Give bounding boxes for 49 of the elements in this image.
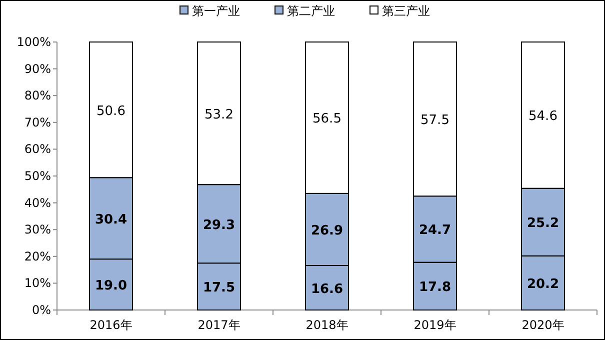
bar <box>521 42 565 189</box>
bar <box>305 265 349 310</box>
data-label: 30.4 <box>94 212 128 228</box>
y-tick-label: 40% <box>24 196 51 210</box>
y-tick-label: 10% <box>24 276 51 290</box>
bar <box>521 255 565 310</box>
legend-label: 第一产业 <box>192 4 240 18</box>
legend-label: 第二产业 <box>287 4 335 18</box>
y-tick-label: 80% <box>24 88 51 103</box>
data-label: 53.2 <box>204 107 234 122</box>
data-label: 17.8 <box>418 280 452 296</box>
bar <box>89 42 133 178</box>
y-tick-label: 0% <box>32 303 51 317</box>
bar <box>413 262 457 310</box>
y-tick-label: 60% <box>24 142 51 156</box>
data-label: 25.2 <box>526 216 560 232</box>
x-tick-label: 2018年 <box>306 318 348 332</box>
bar <box>413 196 457 263</box>
y-tick-label: 30% <box>24 222 51 237</box>
bar <box>89 177 133 260</box>
data-label: 50.6 <box>96 104 126 119</box>
bar <box>197 262 241 310</box>
data-label: 57.5 <box>420 113 450 128</box>
data-label: 19.0 <box>94 278 128 294</box>
y-tick-label: 90% <box>24 62 51 76</box>
y-tick-label: 50% <box>24 169 51 183</box>
data-label: 17.5 <box>202 280 236 296</box>
data-label: 24.7 <box>418 223 452 238</box>
bar <box>197 184 241 264</box>
bar <box>197 42 241 186</box>
y-tick-label: 70% <box>24 115 51 130</box>
data-label: 56.5 <box>312 112 342 127</box>
x-tick-label: 2017年 <box>198 318 240 332</box>
bar <box>89 258 133 310</box>
x-tick-label: 2020年 <box>522 318 564 332</box>
data-label: 20.2 <box>526 276 560 292</box>
y-tick-label: 20% <box>24 249 51 264</box>
data-label: 54.6 <box>528 109 558 124</box>
y-tick-label: 100% <box>16 35 51 49</box>
bar <box>521 188 565 256</box>
x-tick-label: 2019年 <box>414 318 456 332</box>
data-label: 16.6 <box>310 282 344 297</box>
bar <box>305 42 349 194</box>
bar <box>413 42 457 197</box>
data-label: 26.9 <box>310 223 344 238</box>
legend-label: 第三产业 <box>382 4 430 18</box>
x-tick-label: 2016年 <box>90 318 132 332</box>
data-label: 29.3 <box>202 218 236 233</box>
bar <box>305 192 349 266</box>
